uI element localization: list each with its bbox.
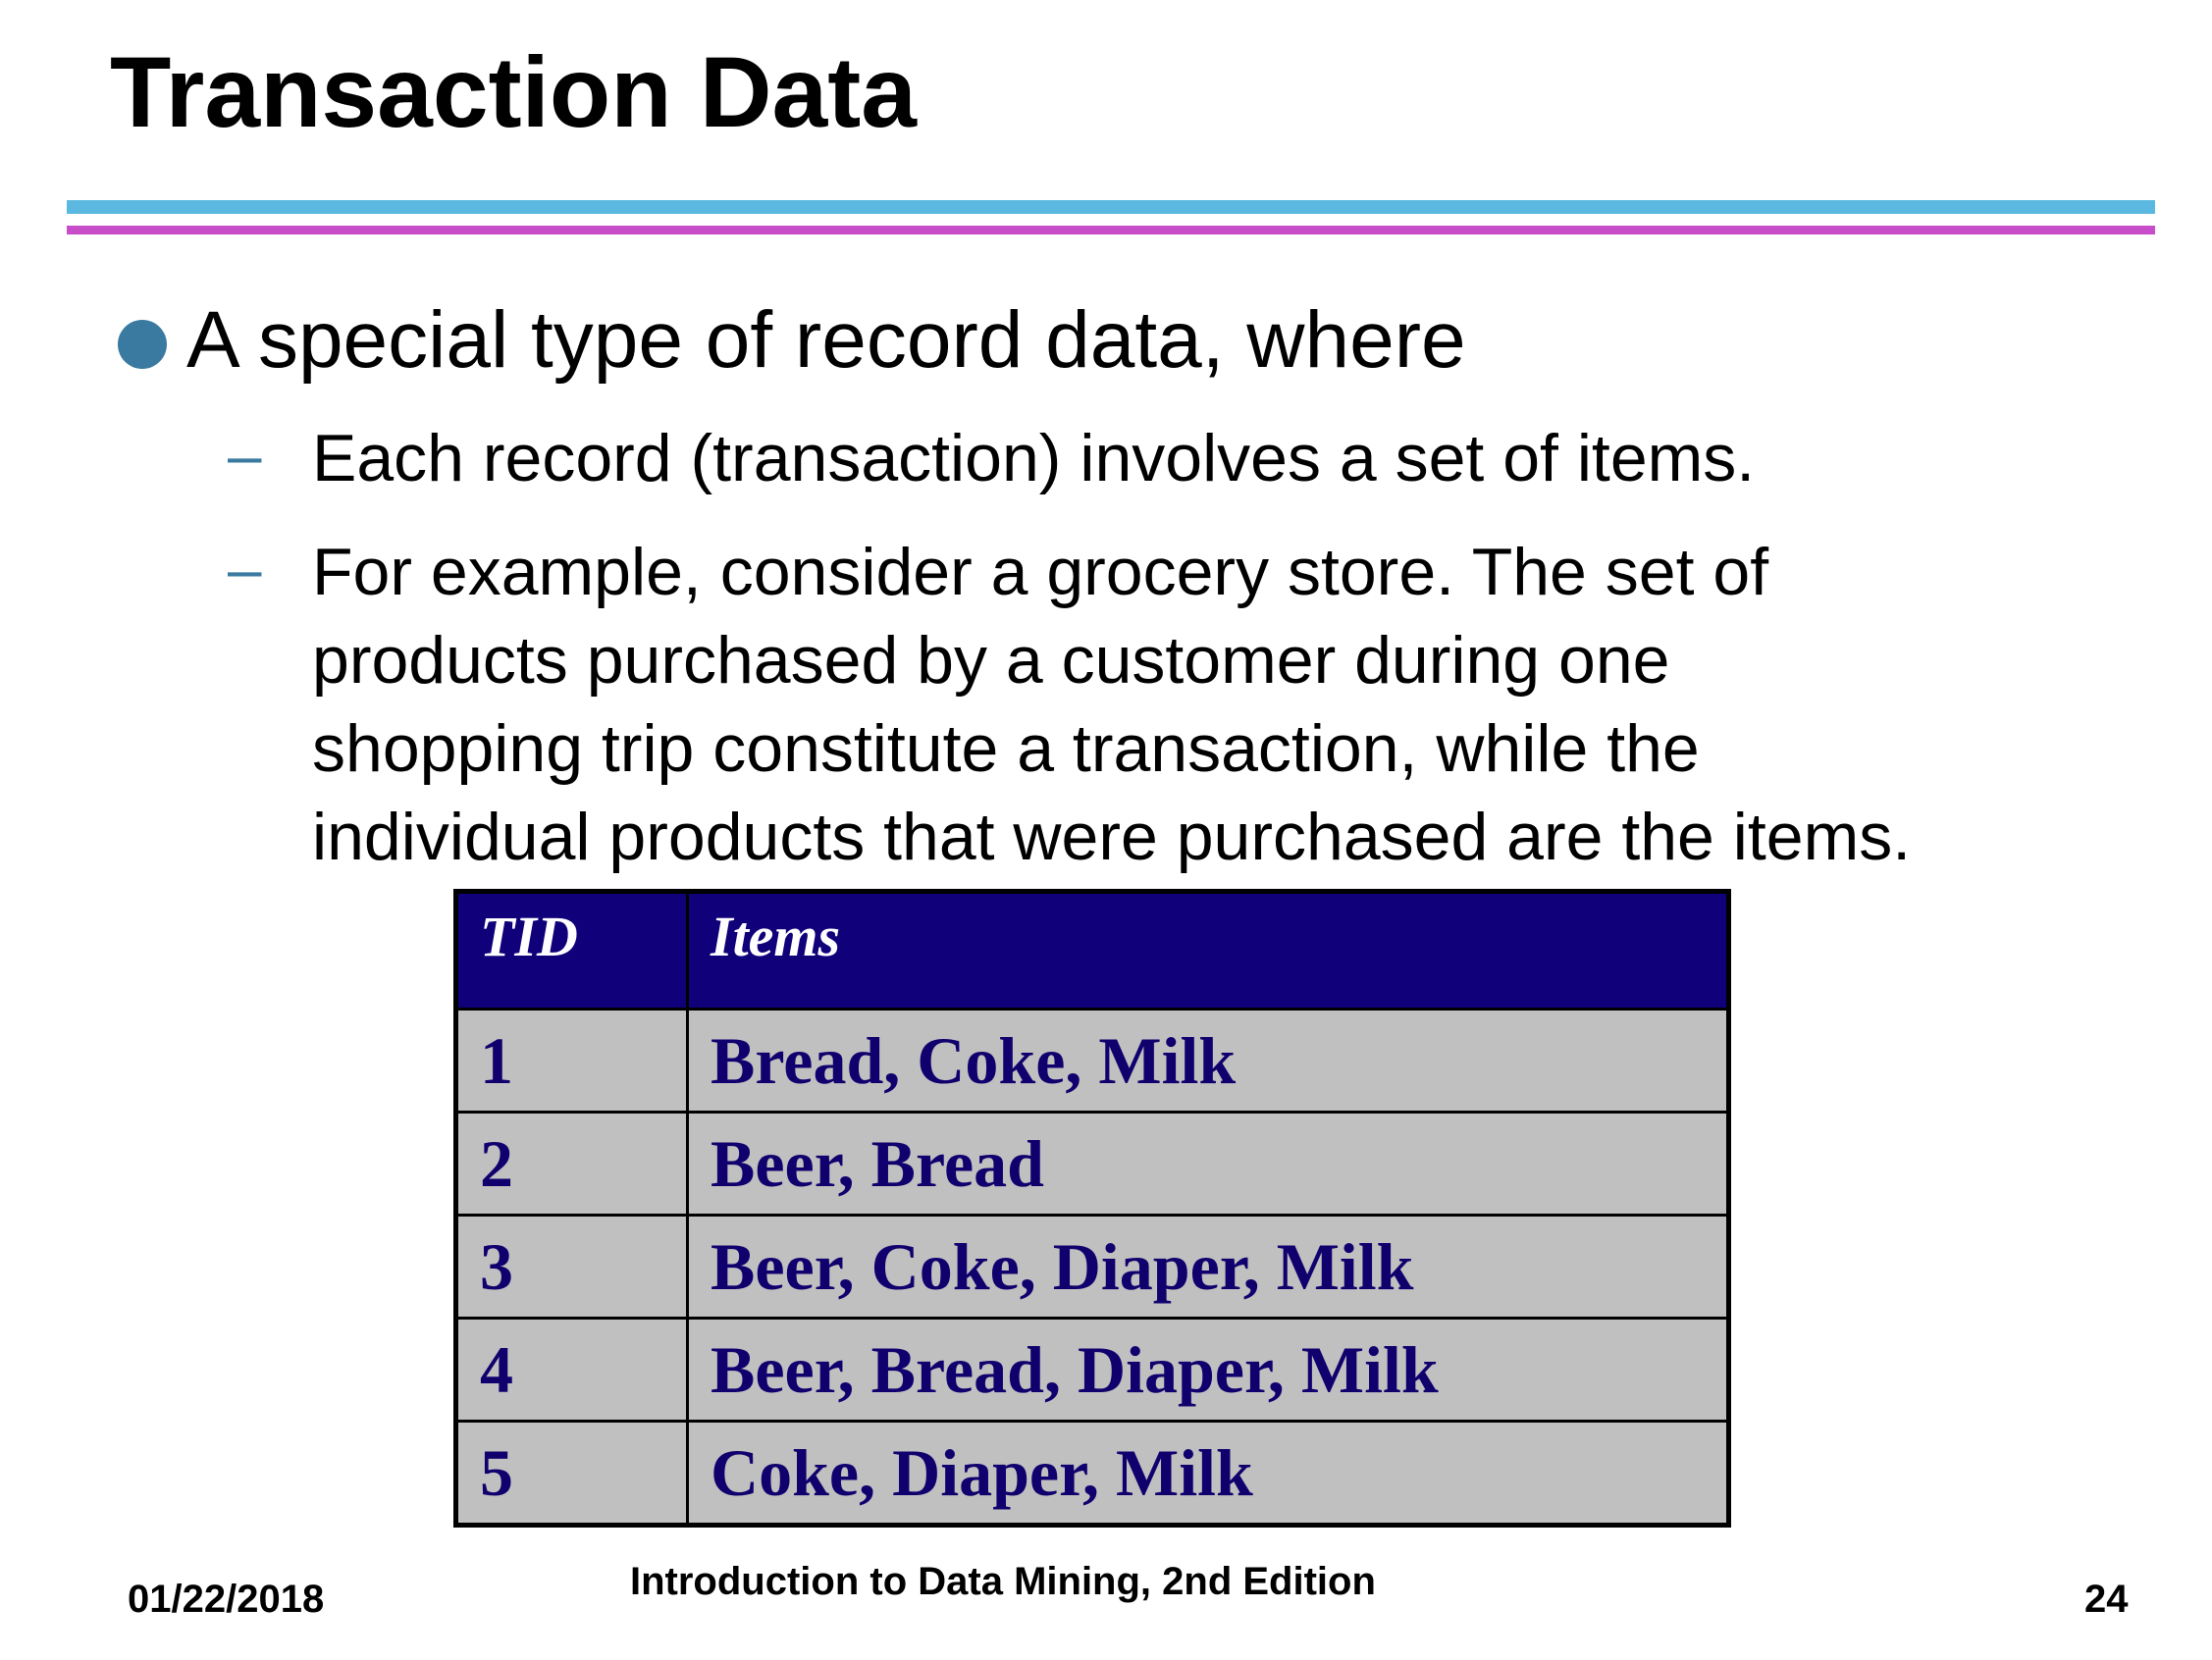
footer-page-number: 24 — [2084, 1578, 2129, 1621]
dash-icon: – — [228, 422, 262, 490]
table-row: 5 Coke, Diaper, Milk — [454, 1420, 1730, 1527]
title-divider-blue — [67, 200, 2155, 214]
sub-point-2: For example, consider a grocery store. T… — [312, 528, 1911, 881]
cell-items: Beer, Bread, Diaper, Milk — [686, 1317, 1730, 1423]
title-divider-magenta — [67, 226, 2155, 234]
table-header-row: TID Items — [454, 890, 1730, 1011]
dash-icon: – — [228, 536, 262, 603]
header-tid: TID — [454, 890, 689, 1011]
sub-point-1: Each record (transaction) involves a set… — [312, 414, 1755, 502]
cell-tid: 4 — [454, 1317, 689, 1423]
cell-tid: 1 — [454, 1008, 689, 1114]
transaction-table: TID Items 1 Bread, Coke, Milk 2 Beer, Br… — [453, 889, 1731, 1528]
cell-tid: 2 — [454, 1111, 689, 1217]
cell-items: Coke, Diaper, Milk — [686, 1420, 1730, 1527]
table-row: 3 Beer, Coke, Diaper, Milk — [454, 1214, 1730, 1320]
table-row: 2 Beer, Bread — [454, 1111, 1730, 1217]
cell-items: Beer, Bread — [686, 1111, 1730, 1217]
table-row: 1 Bread, Coke, Milk — [454, 1008, 1730, 1114]
sub-point-2-line-4: individual products that were purchased … — [312, 800, 1912, 874]
cell-items: Bread, Coke, Milk — [686, 1008, 1730, 1114]
sub-point-2-line-2: products purchased by a customer during … — [312, 623, 1670, 698]
bullet-circle-icon — [118, 320, 167, 369]
slide-title: Transaction Data — [110, 36, 917, 148]
table-row: 4 Beer, Bread, Diaper, Milk — [454, 1317, 1730, 1423]
cell-tid: 3 — [454, 1214, 689, 1320]
footer-date: 01/22/2018 — [128, 1578, 325, 1621]
footer-course-title: Introduction to Data Mining, 2nd Edition — [630, 1560, 1376, 1603]
cell-items: Beer, Coke, Diaper, Milk — [686, 1214, 1730, 1320]
cell-tid: 5 — [454, 1420, 689, 1527]
sub-point-1-line: Each record (transaction) involves a set… — [312, 421, 1756, 495]
bullet-main: A special type of record data, where — [186, 295, 1466, 385]
sub-point-2-line-1: For example, consider a grocery store. T… — [312, 535, 1769, 609]
header-items: Items — [686, 890, 1730, 1011]
sub-point-2-line-3: shopping trip constitute a transaction, … — [312, 711, 1700, 786]
